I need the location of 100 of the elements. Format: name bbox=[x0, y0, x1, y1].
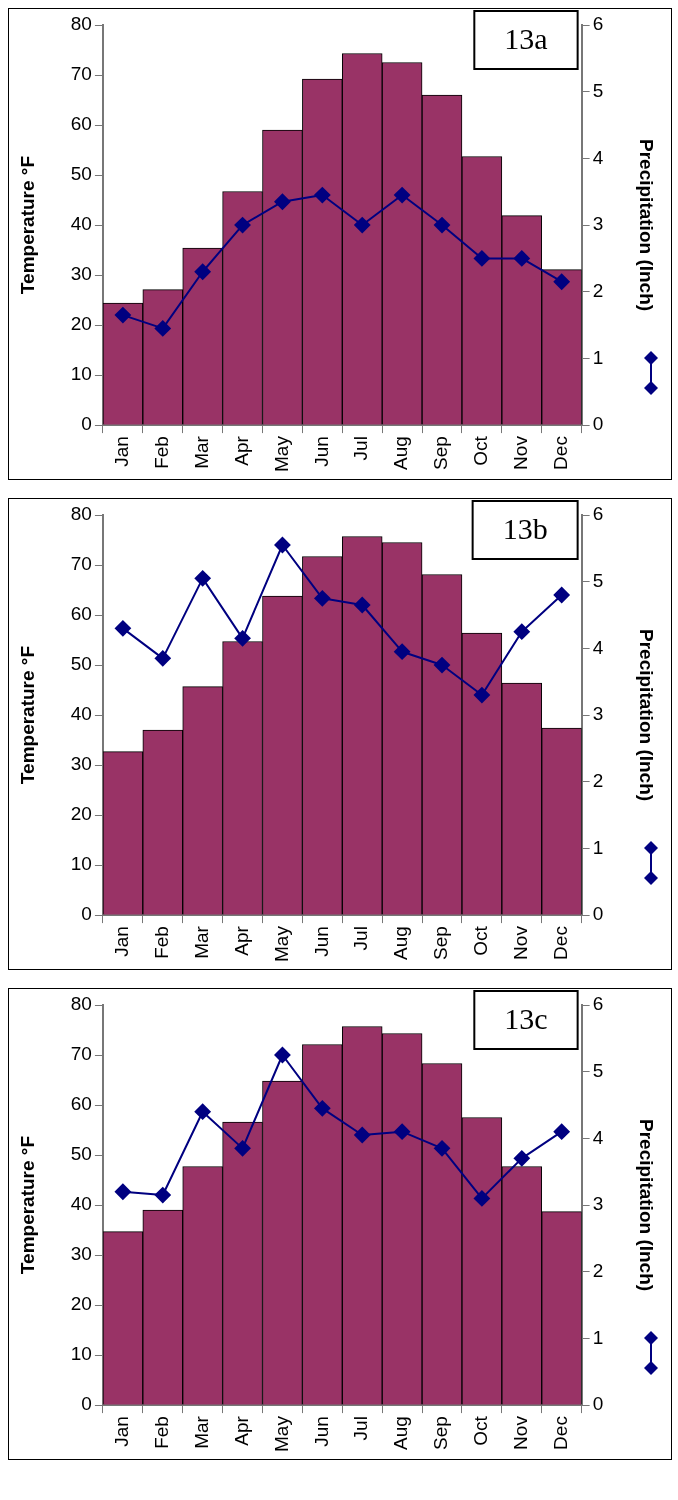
point bbox=[394, 1123, 411, 1140]
y2-tick-label: 4 bbox=[592, 146, 604, 168]
y2-tick-label: 6 bbox=[592, 503, 604, 525]
y-tick-label: 80 bbox=[70, 13, 92, 35]
y2-axis-title: Precipitation (Inch) bbox=[636, 139, 658, 312]
point bbox=[354, 217, 371, 234]
point bbox=[114, 620, 131, 637]
y-tick-label: 20 bbox=[70, 803, 92, 825]
y-tick-label: 50 bbox=[70, 1143, 92, 1165]
y-tick-label: 30 bbox=[70, 1243, 92, 1265]
y2-tick-label: 3 bbox=[592, 213, 604, 235]
x-tick-label: Aug bbox=[390, 1416, 412, 1450]
y-tick-label: 40 bbox=[70, 703, 92, 725]
x-tick-label: Jul bbox=[350, 1416, 372, 1441]
point bbox=[314, 590, 331, 607]
x-tick-label: Feb bbox=[151, 436, 173, 469]
x-tick-label: Jan bbox=[111, 1416, 133, 1447]
point bbox=[314, 1100, 331, 1117]
point bbox=[434, 1140, 451, 1157]
x-tick-label: Nov bbox=[510, 925, 532, 960]
y-tick-label: 70 bbox=[70, 553, 92, 575]
y2-tick-label: 0 bbox=[592, 413, 604, 435]
y2-tick-label: 5 bbox=[592, 1059, 604, 1081]
y2-tick-label: 6 bbox=[592, 13, 604, 35]
x-tick-label: Apr bbox=[230, 925, 252, 956]
point bbox=[354, 1127, 371, 1144]
x-tick-label: May bbox=[270, 925, 292, 963]
x-tick-label: Jun bbox=[310, 436, 332, 467]
x-tick-label: Apr bbox=[230, 1415, 252, 1446]
point bbox=[473, 250, 490, 267]
x-tick-label: Jun bbox=[310, 1416, 332, 1447]
y-tick-label: 30 bbox=[70, 263, 92, 285]
point bbox=[274, 1047, 291, 1064]
x-tick-label: Oct bbox=[470, 925, 492, 956]
y2-tick-label: 5 bbox=[592, 569, 604, 591]
x-tick-label: Mar bbox=[190, 925, 212, 959]
y-tick-label: 40 bbox=[70, 1193, 92, 1215]
x-tick-label: Sep bbox=[430, 926, 452, 960]
point bbox=[114, 1183, 131, 1200]
y2-tick-label: 1 bbox=[592, 836, 604, 858]
y-tick-label: 30 bbox=[70, 753, 92, 775]
y-tick-label: 70 bbox=[70, 1043, 92, 1065]
point bbox=[553, 1123, 570, 1140]
y-tick-label: 60 bbox=[70, 113, 92, 135]
point bbox=[513, 250, 530, 267]
y-tick-label: 70 bbox=[70, 63, 92, 85]
y2-tick-label: 2 bbox=[592, 279, 604, 301]
point bbox=[154, 650, 171, 667]
y-axis-title: Temperature °F bbox=[16, 155, 38, 295]
point bbox=[473, 1190, 490, 1207]
point bbox=[234, 1140, 251, 1157]
point bbox=[394, 187, 411, 204]
x-tick-label: Dec bbox=[549, 436, 571, 470]
y2-tick-label: 0 bbox=[592, 1393, 604, 1415]
x-tick-label: Jun bbox=[310, 926, 332, 957]
y2-tick-label: 1 bbox=[592, 346, 604, 368]
y-tick-label: 80 bbox=[70, 993, 92, 1015]
x-tick-label: Aug bbox=[390, 926, 412, 960]
x-tick-label: May bbox=[270, 435, 292, 473]
x-tick-label: Sep bbox=[430, 436, 452, 470]
point bbox=[274, 537, 291, 554]
x-tick-label: Mar bbox=[190, 1415, 212, 1449]
annotation: 13b bbox=[502, 511, 548, 545]
point bbox=[154, 1187, 171, 1204]
y-tick-label: 40 bbox=[70, 213, 92, 235]
x-tick-label: Jul bbox=[350, 436, 372, 461]
y2-tick-label: 3 bbox=[592, 1193, 604, 1215]
y-tick-label: 60 bbox=[70, 1093, 92, 1115]
point bbox=[553, 587, 570, 604]
point bbox=[513, 623, 530, 640]
x-tick-label: Feb bbox=[151, 926, 173, 959]
x-tick-label: Aug bbox=[390, 436, 412, 470]
y-tick-label: 0 bbox=[81, 1393, 92, 1415]
point bbox=[234, 217, 251, 234]
y-tick-label: 0 bbox=[81, 413, 92, 435]
y-tick-label: 0 bbox=[81, 903, 92, 925]
y-tick-label: 10 bbox=[70, 853, 92, 875]
y2-tick-label: 2 bbox=[592, 1259, 604, 1281]
x-tick-label: Jan bbox=[111, 926, 133, 957]
annotation: 13a bbox=[504, 21, 548, 55]
x-tick-label: Oct bbox=[470, 1415, 492, 1446]
y2-tick-label: 0 bbox=[592, 903, 604, 925]
point bbox=[394, 643, 411, 660]
point bbox=[434, 657, 451, 674]
y2-tick-label: 1 bbox=[592, 1326, 604, 1348]
x-tick-label: Apr bbox=[230, 435, 252, 466]
x-tick-label: Feb bbox=[151, 1416, 173, 1449]
y-tick-label: 10 bbox=[70, 1343, 92, 1365]
y-tick-label: 50 bbox=[70, 163, 92, 185]
y-tick-label: 20 bbox=[70, 1293, 92, 1315]
point bbox=[314, 187, 331, 204]
x-tick-label: Mar bbox=[190, 435, 212, 469]
x-tick-label: Nov bbox=[510, 435, 532, 470]
point bbox=[194, 1103, 211, 1120]
point bbox=[194, 570, 211, 587]
y-tick-label: 10 bbox=[70, 363, 92, 385]
x-tick-label: Dec bbox=[549, 1416, 571, 1450]
y2-axis-title: Precipitation (Inch) bbox=[636, 629, 658, 802]
y2-tick-label: 6 bbox=[592, 993, 604, 1015]
y2-tick-label: 2 bbox=[592, 769, 604, 791]
